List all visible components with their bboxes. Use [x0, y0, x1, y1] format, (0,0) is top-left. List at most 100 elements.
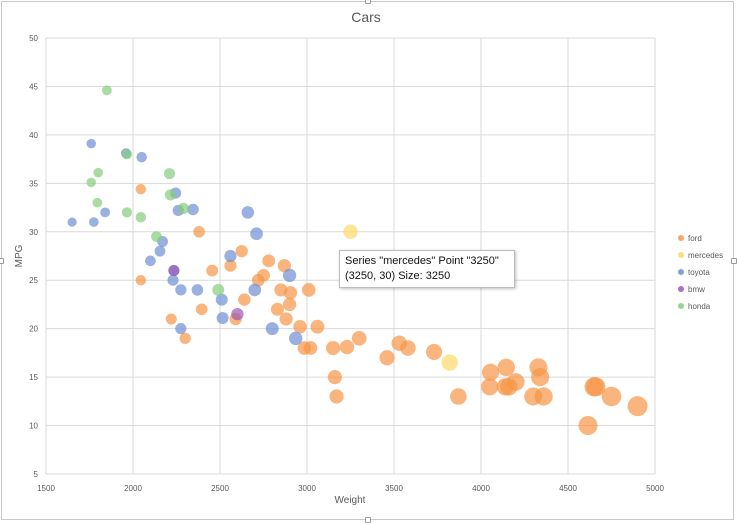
data-point-honda[interactable] [121, 207, 133, 218]
y-tick-label: 20 [29, 325, 38, 334]
data-point-ford[interactable] [279, 312, 293, 326]
legend-marker-honda [678, 303, 684, 309]
legend-label-toyota[interactable]: toyota [688, 268, 710, 277]
data-point-toyota[interactable] [67, 217, 77, 227]
chart-title: Cars [351, 9, 381, 25]
data-point-toyota[interactable] [136, 151, 147, 163]
data-point-ford[interactable] [165, 313, 177, 325]
data-point-ford[interactable] [270, 302, 284, 316]
legend-label-bmw[interactable]: bmw [688, 285, 705, 294]
resize-handle-top[interactable] [365, 0, 371, 4]
data-point-ford[interactable] [497, 358, 515, 377]
x-tick-label: 5000 [646, 484, 664, 493]
data-point-ford[interactable] [534, 387, 553, 406]
data-point-ford[interactable] [135, 183, 147, 195]
x-tick-label: 3500 [385, 484, 403, 493]
data-point-ford[interactable] [301, 283, 316, 297]
data-point-ford[interactable] [351, 331, 367, 346]
gridlines [45, 37, 656, 475]
data-point-ford[interactable] [329, 389, 344, 404]
data-point-toyota[interactable] [167, 274, 179, 286]
data-point-mercedes[interactable] [441, 354, 458, 371]
data-point-ford[interactable] [303, 341, 318, 355]
data-point-ford[interactable] [193, 225, 205, 238]
y-tick-label: 30 [29, 228, 38, 237]
data-point-ford[interactable] [206, 264, 219, 277]
data-point-toyota[interactable] [282, 268, 297, 283]
data-point-honda[interactable] [151, 231, 162, 243]
data-point-ford[interactable] [601, 386, 622, 407]
data-point-toyota[interactable] [154, 245, 166, 257]
data-point-toyota[interactable] [191, 284, 204, 296]
data-point-honda[interactable] [164, 189, 176, 201]
legend-label-mercedes[interactable]: mercedes [688, 251, 723, 260]
data-point-toyota[interactable] [89, 217, 99, 227]
data-point-honda[interactable] [86, 177, 97, 188]
data-point-honda[interactable] [101, 85, 112, 96]
data-point-ford[interactable] [283, 286, 298, 300]
data-point-toyota[interactable] [248, 283, 262, 297]
data-point-toyota[interactable] [216, 311, 229, 325]
data-point-ford[interactable] [310, 319, 325, 334]
data-point-ford[interactable] [235, 244, 248, 258]
data-point-ford[interactable] [293, 319, 307, 334]
data-point-ford[interactable] [135, 274, 147, 286]
data-point-honda[interactable] [92, 197, 103, 208]
data-point-ford[interactable] [327, 370, 342, 385]
data-point-toyota[interactable] [187, 203, 199, 216]
data-point-honda[interactable] [135, 212, 147, 223]
x-tick-label: 1500 [37, 484, 55, 493]
data-point-ford[interactable] [586, 377, 606, 397]
data-point-toyota[interactable] [224, 249, 237, 263]
data-point-ford[interactable] [238, 293, 251, 306]
data-point-toyota[interactable] [145, 255, 156, 267]
resize-handle-left[interactable] [0, 258, 4, 264]
data-point-mercedes[interactable] [343, 224, 358, 240]
y-tick-label: 45 [29, 82, 38, 91]
y-tick-label: 25 [29, 276, 38, 285]
data-point-toyota[interactable] [265, 322, 279, 336]
legend-label-ford[interactable]: ford [688, 234, 702, 243]
data-point-ford[interactable] [195, 303, 208, 316]
data-point-honda[interactable] [177, 202, 190, 215]
data-point-toyota[interactable] [175, 323, 187, 335]
y-tick-label: 15 [29, 373, 38, 382]
data-point-ford[interactable] [531, 368, 550, 387]
data-point-ford[interactable] [257, 268, 270, 282]
data-point-bmw[interactable] [231, 307, 244, 321]
data-point-honda[interactable] [93, 167, 104, 178]
data-point-honda[interactable] [212, 283, 225, 296]
data-point-ford[interactable] [506, 373, 525, 391]
data-point-ford[interactable] [282, 297, 297, 312]
data-point-toyota[interactable] [100, 207, 111, 218]
legend-label-honda[interactable]: honda [688, 302, 711, 311]
data-point-ford[interactable] [179, 332, 191, 345]
data-point-ford[interactable] [224, 259, 237, 272]
legend-marker-toyota [678, 269, 684, 275]
x-tick-label: 2500 [211, 484, 229, 493]
data-point-ford[interactable] [450, 388, 467, 405]
data-point-ford[interactable] [481, 363, 500, 381]
data-point-honda[interactable] [121, 149, 133, 160]
data-point-ford[interactable] [425, 343, 443, 360]
data-point-ford[interactable] [326, 340, 341, 356]
data-point-toyota[interactable] [288, 331, 303, 346]
x-tick-label: 4000 [472, 484, 490, 493]
data-point-ford[interactable] [481, 378, 499, 396]
data-point-ford[interactable] [339, 339, 355, 355]
data-point-ford[interactable] [578, 416, 598, 436]
data-point-ford[interactable] [627, 396, 648, 417]
data-point-toyota[interactable] [241, 206, 255, 219]
data-point-bmw[interactable] [168, 264, 180, 277]
data-point-tooltip: Series "mercedes" Point "3250" (3250, 30… [339, 250, 515, 288]
data-point-honda[interactable] [164, 168, 176, 180]
data-point-ford[interactable] [379, 350, 395, 366]
data-point-ford[interactable] [400, 340, 416, 356]
data-point-toyota[interactable] [250, 227, 263, 241]
data-point-toyota[interactable] [175, 284, 187, 296]
data-point-ford[interactable] [262, 254, 276, 268]
y-tick-label: 35 [29, 179, 38, 188]
data-point-toyota[interactable] [86, 138, 97, 149]
data-point-toyota[interactable] [215, 293, 228, 306]
x-tick-label: 4500 [559, 484, 577, 493]
